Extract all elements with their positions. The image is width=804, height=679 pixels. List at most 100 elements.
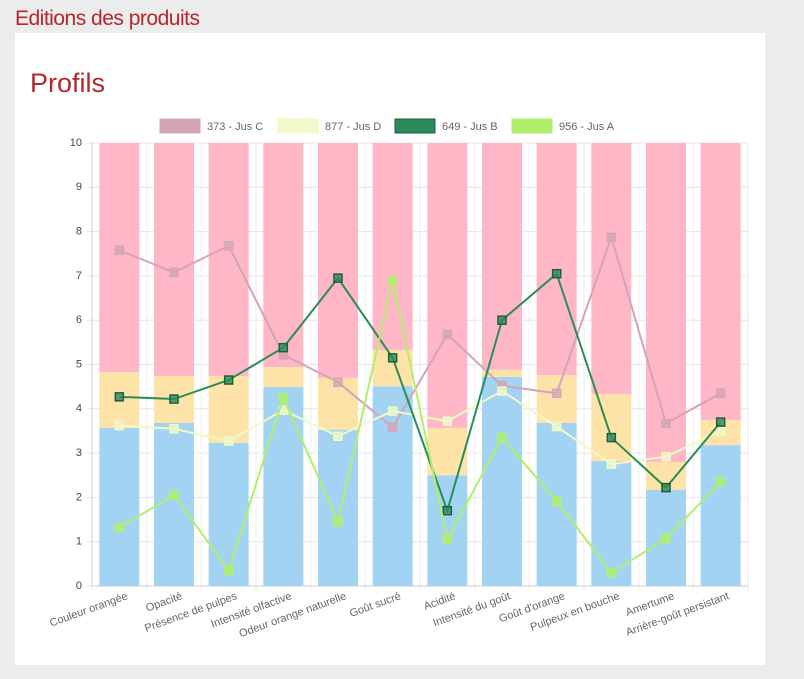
bar-segment [263,387,304,586]
point [223,565,234,576]
point [606,232,617,243]
bar-segment [99,427,140,586]
point [661,533,671,544]
point [333,377,343,387]
series-line [119,271,722,514]
bar-segment [700,445,741,586]
bar-segment [208,442,249,586]
point [442,416,453,426]
y-tick-label: 7 [76,270,82,282]
legend-swatch [159,118,201,134]
point [114,392,125,402]
point [442,329,453,340]
point [551,268,562,279]
point [387,275,398,286]
bar-segment [427,475,468,586]
bar-segment [427,427,468,476]
bar-segment [482,376,522,586]
y-tick-label: 8 [76,226,82,238]
bar-segment [263,367,304,388]
bar-segment [99,143,140,373]
point [606,459,617,469]
legend-swatch [394,118,436,134]
y-tick-label: 6 [76,314,82,326]
bar-segment [208,376,249,443]
point [715,426,726,436]
point [114,420,125,431]
point [551,421,562,432]
point [497,315,507,325]
point [715,477,726,487]
y-tick-label: 0 [76,580,82,592]
y-tick-label: 9 [76,181,82,193]
point [169,423,179,434]
bar-segment [591,143,632,395]
point [333,517,343,527]
point [278,342,289,353]
point [223,375,234,385]
y-tick-label: 5 [76,358,82,370]
point [223,241,234,251]
legend-swatch [277,118,319,134]
bar-segment [318,430,358,586]
point [606,432,617,443]
legend-label: 877 - Jus D [325,121,381,133]
point [715,388,726,399]
bar-segment [482,369,522,377]
point [442,534,453,545]
point [333,431,343,442]
point [497,432,507,443]
bar-segment [372,143,413,350]
series-line [118,234,722,429]
page-header: Editions des produits [15,7,200,30]
bar-segment [372,386,413,586]
point [497,386,507,396]
point [387,406,398,416]
bar-segment [427,143,468,428]
point [169,394,179,404]
point [661,482,671,493]
point [169,490,179,500]
x-tick-label: Acidité [422,590,457,613]
bar-segment [318,143,358,378]
y-tick-label: 4 [76,403,82,415]
series-line [118,280,722,575]
point [442,505,453,516]
point [387,353,398,363]
legend-label: 649 - Jus B [442,121,498,133]
y-tick-label: 10 [70,137,82,149]
x-tick-label: Couleur orangée [48,590,129,629]
y-tick-label: 3 [76,447,82,459]
point [114,522,125,533]
y-tick-label: 1 [76,536,82,548]
bar-segment [646,143,686,462]
bar-segment [536,375,577,423]
bar-segment [591,461,632,586]
y-tick-label: 2 [76,491,82,503]
legend-label: 956 - Jus A [559,121,615,133]
point [715,417,726,427]
point [114,245,125,255]
point [333,273,343,283]
point [661,451,671,462]
bar-segment [154,422,194,586]
bar-segment [263,143,304,368]
bar-segment [482,143,522,370]
bar-segment [154,143,194,377]
x-tick-label: Goût sucré [348,590,403,620]
point [551,388,562,399]
legend-label: 373 - Jus C [207,121,263,133]
point [278,392,289,403]
bar-segment [536,143,577,376]
point [223,436,234,446]
point [169,267,179,278]
series-line [119,389,722,466]
bar-segment [208,143,249,377]
point [606,567,617,578]
legend-swatch [511,118,553,134]
bar-segment [700,143,741,420]
chart-title: Profils [30,68,106,98]
point [551,496,562,506]
